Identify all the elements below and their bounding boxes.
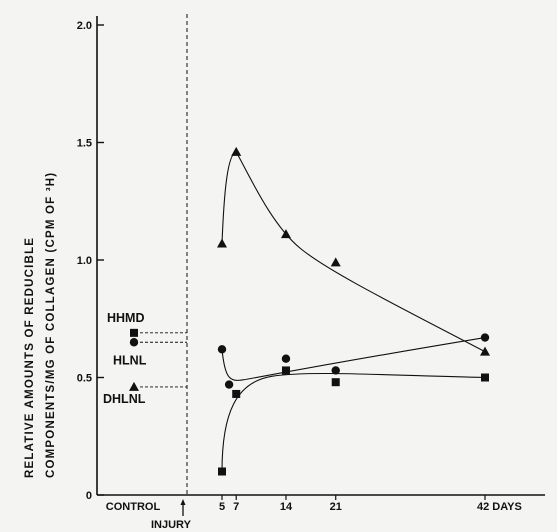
control-point-hhmd <box>130 328 138 337</box>
x-tick-label: 42 DAYS <box>477 501 522 513</box>
point-hlnl <box>224 380 234 389</box>
y-axis-label-line-1: RELATIVE AMOUNTS OF REDUCIBLE <box>24 237 36 478</box>
point-dhlnl <box>280 229 291 239</box>
data-points <box>129 146 490 476</box>
point-hlnl <box>331 366 340 375</box>
control-point-dhlnl <box>129 381 139 391</box>
y-tick-label: 1.0 <box>77 255 92 267</box>
series-label-hhmd: HHMD <box>107 311 145 325</box>
point-dhlnl <box>330 257 341 267</box>
x-tick-label-control: CONTROL <box>106 501 161 513</box>
x-tick-label: 7 <box>233 501 239 513</box>
x-ticks: 5 7 14 21 42 DAYS <box>219 495 522 513</box>
point-hhmd <box>232 389 241 398</box>
series-label-hlnl: HLNL <box>113 353 147 367</box>
x-tick-label: 5 <box>219 501 225 513</box>
y-axis-label: RELATIVE AMOUNTS OF REDUCIBLE COMPONENTS… <box>24 172 57 478</box>
y-axis-label-line-2: COMPONENTS/MG OF COLLAGEN (CPM OF ³H) <box>45 172 57 478</box>
y-tick-label: 0.5 <box>77 373 92 385</box>
curve-dhlnl <box>221 151 486 353</box>
y-tick-label: 1.5 <box>77 138 92 150</box>
point-hhmd <box>481 373 489 382</box>
injury-label: INJURY <box>151 519 192 531</box>
injury-arrow <box>180 499 186 516</box>
point-hhmd <box>281 366 290 375</box>
point-hlnl <box>281 354 291 363</box>
series-label-dhlnl: DHLNL <box>103 392 146 406</box>
y-tick-label: 0 <box>86 490 92 502</box>
point-hhmd <box>218 467 226 476</box>
control-leaders <box>140 332 187 388</box>
y-tick-label: 2.0 <box>77 20 92 32</box>
fitted-curves <box>221 151 486 472</box>
control-point-hlnl <box>129 338 139 347</box>
point-hlnl <box>480 333 490 342</box>
point-dhlnl <box>217 238 227 248</box>
series-labels: HHMD HLNL DHLNL <box>103 311 147 406</box>
point-hlnl <box>217 345 227 354</box>
point-dhlnl <box>231 146 242 156</box>
curve-hlnl <box>221 337 486 381</box>
x-tick-label: 14 <box>280 501 293 513</box>
curve-hhmd <box>221 372 486 472</box>
point-hhmd <box>331 378 340 387</box>
y-ticks: 0 0.5 1.0 1.5 2.0 <box>77 20 104 502</box>
point-dhlnl <box>480 346 490 356</box>
x-tick-label: 21 <box>330 501 342 513</box>
